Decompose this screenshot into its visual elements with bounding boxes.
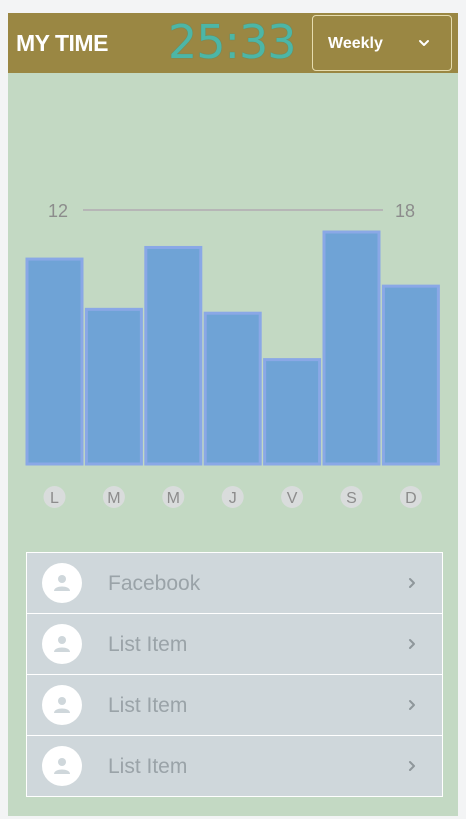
bar-1 (25, 257, 84, 466)
app-header: MY TIME 25:33 Weekly (8, 13, 458, 73)
reference-line-right-label: 18 (395, 201, 415, 221)
bar-2 (84, 307, 143, 466)
svg-text:L: L (50, 490, 59, 507)
svg-text:S: S (346, 490, 357, 507)
period-dropdown-value: Weekly (328, 35, 383, 52)
chevron-right-icon (409, 700, 415, 710)
list-item[interactable]: List Item (26, 675, 443, 736)
x-tick-label-2: M (102, 486, 125, 508)
list-item[interactable]: Facebook (26, 552, 443, 614)
list-item[interactable]: List Item (26, 736, 443, 797)
bar-6 (322, 230, 381, 466)
x-tick-label-1: L (43, 486, 66, 508)
avatar (42, 685, 82, 725)
avatar (42, 563, 82, 603)
timer-display: 25:33 (168, 15, 297, 69)
svg-text:D: D (405, 490, 417, 507)
chevron-down-icon (419, 40, 429, 46)
chevron-right-icon (409, 761, 415, 771)
list-item-label: List Item (108, 694, 188, 717)
list-item[interactable]: List Item (26, 614, 443, 675)
app-title: MY TIME (16, 30, 108, 56)
chevron-right-icon (409, 639, 415, 649)
svg-text:V: V (287, 490, 298, 507)
x-tick-label-7: D (399, 486, 422, 508)
list-item-label: Facebook (108, 572, 201, 595)
list-item-label: List Item (108, 755, 188, 778)
svg-text:M: M (107, 490, 120, 507)
person-icon (54, 575, 70, 591)
chevron-right-icon (409, 578, 415, 588)
x-tick-label-3: M (162, 486, 185, 508)
person-icon (54, 697, 70, 713)
app-list: Facebook List Item List Item List Item (26, 552, 443, 797)
weekly-bar-chart: 12 18 L M M J V S D (25, 201, 440, 508)
list-item-label: List Item (108, 633, 188, 656)
svg-text:J: J (229, 490, 237, 507)
bar-3 (144, 245, 203, 466)
bar-7 (381, 284, 440, 466)
avatar (42, 624, 82, 664)
person-icon (54, 758, 70, 774)
x-tick-label-6: S (340, 486, 363, 508)
x-tick-label-4: J (221, 486, 244, 508)
person-icon (54, 636, 70, 652)
avatar (42, 746, 82, 786)
bar-4 (203, 311, 262, 466)
x-tick-label-5: V (281, 486, 304, 508)
svg-text:M: M (167, 490, 180, 507)
app-screen: MY TIME 25:33 Weekly 12 18 L M M J V S D Faceb… (8, 13, 458, 816)
bar-5 (263, 358, 322, 466)
period-dropdown[interactable]: Weekly (312, 15, 452, 71)
reference-line-left-label: 12 (48, 201, 68, 221)
